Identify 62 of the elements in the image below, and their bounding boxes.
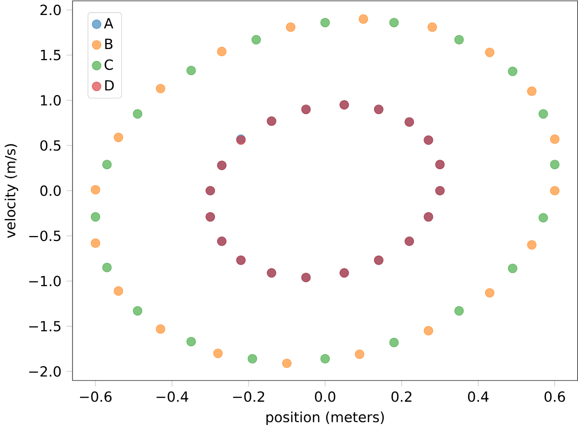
point xyxy=(389,338,399,348)
y-tick-label: 2.0 xyxy=(40,4,61,16)
legend-label: D xyxy=(105,80,114,91)
point xyxy=(320,354,330,364)
x-axis-title: position (meters) xyxy=(266,412,384,426)
x-tick-label: 0.4 xyxy=(468,392,489,402)
x-tick-label: 0.0 xyxy=(314,392,336,402)
point xyxy=(538,213,548,223)
x-tick-label: −0.2 xyxy=(233,392,264,402)
x-tick-label: −0.6 xyxy=(80,392,112,402)
point xyxy=(454,306,464,316)
x-tick-label: 0.6 xyxy=(544,392,565,402)
y-tick-label: −2.0 xyxy=(29,366,61,377)
point xyxy=(527,86,537,96)
point xyxy=(389,18,399,28)
point xyxy=(424,326,434,336)
point xyxy=(550,160,560,170)
point xyxy=(186,337,196,347)
point xyxy=(550,134,560,144)
point xyxy=(538,109,548,119)
legend-label: A xyxy=(104,18,114,28)
y-tick-label: 1.5 xyxy=(40,50,60,60)
y-tick-label: −0.5 xyxy=(29,230,60,242)
point xyxy=(217,46,227,56)
x-tick-label: −0.4 xyxy=(156,392,188,402)
point xyxy=(358,14,368,24)
point xyxy=(90,185,100,195)
point xyxy=(527,240,537,250)
point xyxy=(114,132,124,142)
point xyxy=(213,348,223,358)
point xyxy=(484,288,494,298)
legend-label: B xyxy=(105,38,112,50)
point xyxy=(132,109,142,119)
y-axis-title: velocity (m/s) xyxy=(4,144,18,238)
point xyxy=(508,264,518,274)
point xyxy=(484,48,494,58)
point xyxy=(354,350,364,360)
point xyxy=(454,35,464,45)
point xyxy=(90,212,100,222)
point xyxy=(248,354,258,364)
point xyxy=(550,186,560,196)
y-tick-label: 0.5 xyxy=(40,140,60,151)
point xyxy=(90,238,100,248)
legend-label: C xyxy=(104,60,113,70)
y-tick-label: −1.5 xyxy=(29,321,60,332)
y-tick-label: 1.0 xyxy=(40,95,61,106)
point xyxy=(114,286,124,296)
point xyxy=(508,66,518,76)
y-tick-label: −1.0 xyxy=(29,276,61,287)
point xyxy=(282,358,292,368)
x-tick-label: 0.2 xyxy=(391,392,412,402)
point xyxy=(320,18,330,28)
point xyxy=(156,324,166,334)
point xyxy=(132,306,142,316)
y-tick-label: 0.0 xyxy=(40,186,61,196)
point xyxy=(251,35,261,45)
point xyxy=(428,22,438,32)
point xyxy=(102,262,112,272)
point xyxy=(156,84,166,94)
point xyxy=(102,160,112,170)
point xyxy=(186,66,196,76)
point xyxy=(286,22,296,32)
